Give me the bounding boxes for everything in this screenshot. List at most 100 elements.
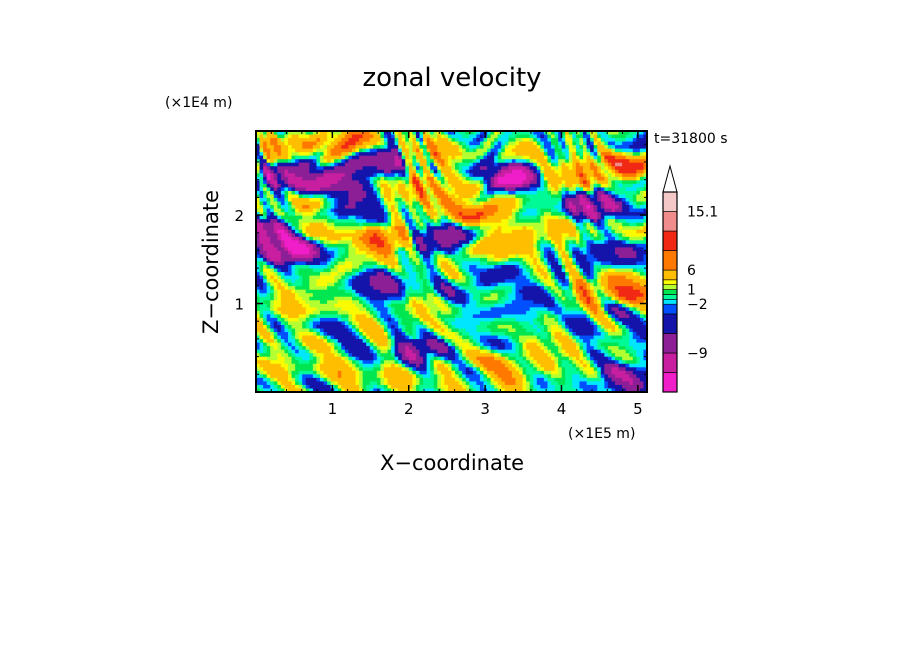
heatmap-cell [554, 240, 559, 245]
heatmap-cell [426, 138, 431, 143]
heatmap-cell [373, 219, 378, 224]
heatmap-cell [280, 145, 286, 150]
heatmap-cell [494, 215, 499, 220]
heatmap-cell [462, 236, 467, 241]
heatmap-cell [455, 279, 460, 284]
heatmap-cell [476, 205, 481, 210]
heatmap-cell [426, 240, 431, 245]
heatmap-cell [586, 286, 591, 291]
heatmap-cell [504, 162, 509, 167]
heatmap-cell [639, 219, 645, 224]
heatmap-cell [604, 236, 609, 241]
heatmap-cell [287, 166, 293, 171]
heatmap-cell [348, 286, 353, 291]
heatmap-cell [273, 205, 278, 210]
heatmap-cell [483, 215, 488, 220]
heatmap-cell [533, 282, 538, 287]
heatmap-cell [380, 236, 385, 241]
heatmap-cell [479, 254, 485, 259]
heatmap-cell [337, 152, 342, 157]
heatmap-cell [479, 222, 485, 227]
heatmap-cell [551, 141, 556, 146]
heatmap-cell [341, 222, 346, 227]
heatmap-cell [455, 282, 460, 287]
heatmap-cell [298, 275, 303, 280]
heatmap-cell [412, 183, 417, 189]
heatmap-cell [618, 201, 623, 206]
heatmap-cell [568, 226, 573, 231]
heatmap-cell [529, 201, 534, 206]
heatmap-cell [270, 162, 275, 167]
heatmap-cell [526, 265, 531, 270]
heatmap-cell [526, 233, 531, 238]
heatmap-cell [284, 180, 289, 185]
heatmap-cell [366, 279, 371, 284]
heatmap-cell [511, 261, 517, 266]
heatmap-cell [455, 250, 460, 256]
heatmap-cell [319, 183, 325, 189]
heatmap-cell [312, 187, 318, 192]
heatmap-cell [440, 257, 445, 263]
heatmap-cell [455, 240, 460, 245]
heatmap-cell [273, 229, 278, 234]
heatmap-cell [586, 247, 591, 252]
heatmap-cell [298, 212, 303, 217]
heatmap-cell [408, 250, 413, 256]
heatmap-cell [469, 198, 474, 203]
heatmap-cell [280, 198, 286, 203]
heatmap-cell [597, 169, 602, 174]
heatmap-cell [263, 138, 268, 143]
heatmap-cell [366, 265, 371, 270]
heatmap-cell [305, 198, 310, 203]
heatmap-cell [579, 205, 584, 210]
heatmap-cell [618, 190, 623, 196]
heatmap-cell [287, 265, 293, 270]
heatmap-cell [469, 183, 474, 189]
heatmap-cell [295, 250, 300, 256]
heatmap-cell [636, 173, 641, 178]
heatmap-cell [366, 233, 371, 238]
heatmap-cell [270, 138, 275, 143]
heatmap-cell [334, 212, 339, 217]
heatmap-cell [565, 268, 570, 273]
heatmap-cell [483, 201, 488, 206]
heatmap-cell [533, 141, 538, 146]
heatmap-cell [483, 145, 488, 150]
heatmap-cell [284, 286, 289, 291]
heatmap-cell [455, 243, 460, 248]
heatmap-cell [558, 169, 563, 174]
heatmap-cell [266, 282, 271, 287]
heatmap-cell [483, 282, 488, 287]
heatmap-cell [437, 138, 442, 143]
heatmap-cell [465, 148, 470, 153]
heatmap-cell [312, 159, 318, 164]
heatmap-cell [391, 215, 396, 220]
heatmap-cell [575, 243, 581, 248]
heatmap-cell [383, 131, 389, 136]
heatmap-cell [447, 268, 453, 273]
heatmap-cell [259, 243, 264, 248]
heatmap-cell [469, 212, 474, 217]
heatmap-cell [334, 141, 339, 146]
heatmap-cell [615, 222, 620, 227]
heatmap-cell [263, 155, 268, 160]
heatmap-cell [280, 286, 286, 291]
heatmap-cell [398, 279, 403, 284]
heatmap-cell [593, 162, 598, 167]
heatmap-cell [600, 219, 605, 224]
heatmap-cell [551, 215, 556, 220]
heatmap-cell [337, 236, 342, 241]
heatmap-cell [636, 233, 641, 238]
heatmap-cell [455, 187, 460, 192]
heatmap-cell [597, 183, 602, 189]
heatmap-cell [540, 286, 545, 291]
heatmap-cell [558, 247, 563, 252]
heatmap-cell [259, 279, 264, 284]
heatmap-cell [526, 261, 531, 266]
heatmap-cell [575, 176, 581, 181]
heatmap-cell [497, 176, 502, 181]
heatmap-cell [440, 240, 445, 245]
heatmap-cell [597, 201, 602, 206]
heatmap-cell [636, 254, 641, 259]
heatmap-cell [259, 145, 264, 150]
